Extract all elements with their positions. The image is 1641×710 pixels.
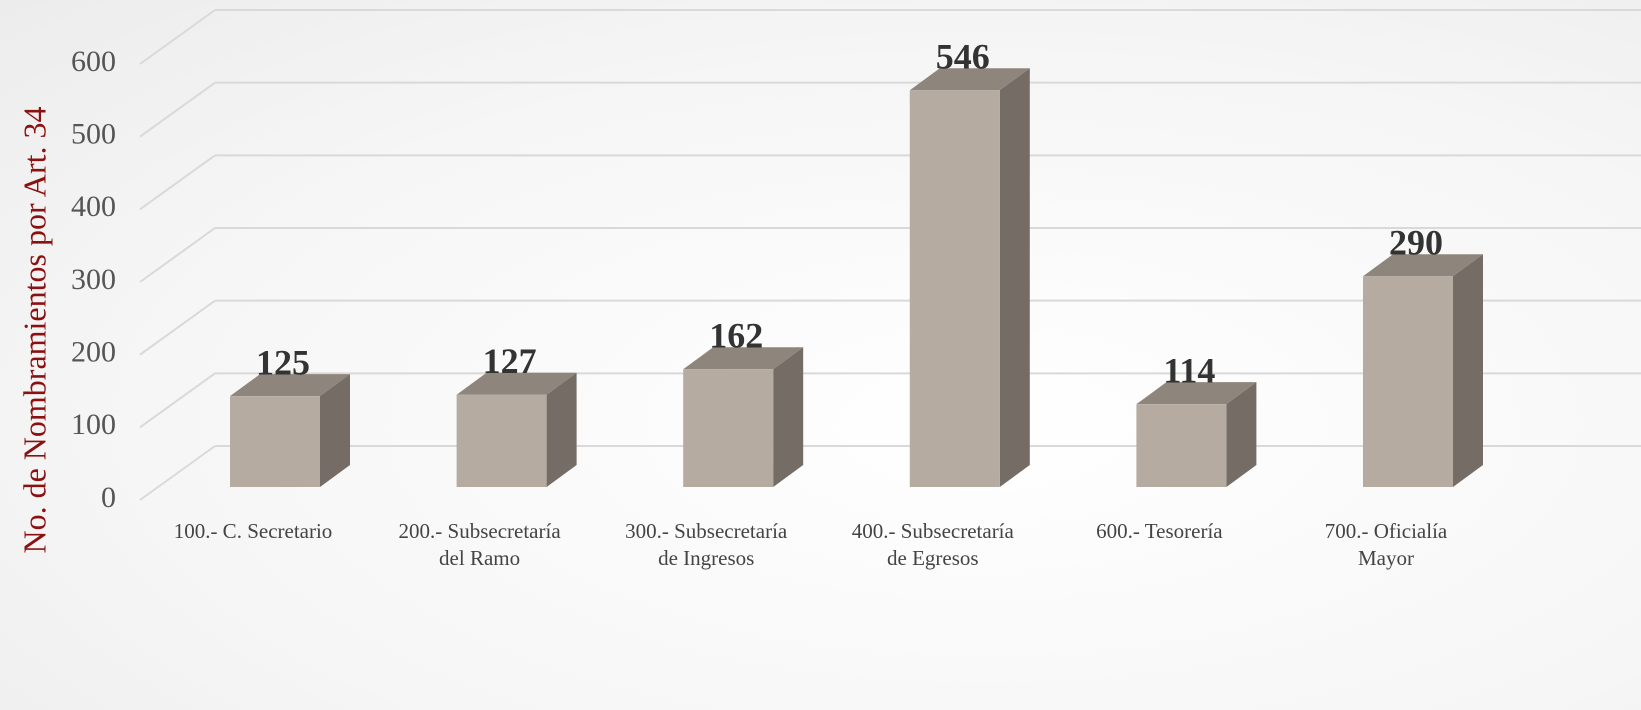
value-label: 114 bbox=[1163, 350, 1215, 390]
bar-top bbox=[683, 347, 804, 370]
bar-side bbox=[1226, 382, 1257, 487]
bar bbox=[909, 90, 1000, 488]
value-label: 290 bbox=[1389, 223, 1443, 263]
bar-side bbox=[320, 374, 350, 487]
y-tick-label: 500 bbox=[71, 118, 116, 151]
bar-top bbox=[1363, 254, 1483, 277]
y-tick-label: 0 bbox=[101, 481, 116, 514]
bar-top bbox=[1136, 382, 1257, 405]
bar-side bbox=[546, 372, 577, 487]
value-label: 125 bbox=[256, 342, 310, 382]
grid-diagonal bbox=[139, 445, 216, 501]
bar bbox=[683, 369, 774, 487]
bar-side bbox=[773, 347, 804, 487]
grid-diagonal bbox=[139, 299, 216, 356]
y-tick-label: 300 bbox=[71, 263, 116, 296]
bar bbox=[456, 394, 547, 487]
grid-diagonal bbox=[139, 227, 216, 283]
y-tick-label: 400 bbox=[71, 190, 116, 223]
y-tick-label: 200 bbox=[71, 336, 116, 369]
bar bbox=[230, 396, 320, 487]
grid-diagonal bbox=[139, 81, 216, 138]
grid-diagonal bbox=[139, 154, 216, 211]
x-tick-label: 100.- C. Secretario bbox=[173, 519, 333, 543]
x-tick-label: 300.- Subsecretaría de Ingresos bbox=[625, 519, 788, 570]
value-label: 162 bbox=[709, 316, 763, 356]
bar-side bbox=[1453, 254, 1483, 487]
value-label: 546 bbox=[936, 37, 990, 77]
grid-diagonal bbox=[139, 9, 216, 65]
y-tick-label: 600 bbox=[71, 45, 116, 78]
grid-diagonal bbox=[139, 372, 216, 429]
x-tick-label: 200.- Subsecretaría del Ramo bbox=[398, 519, 561, 570]
bar-side bbox=[999, 68, 1030, 488]
x-tick-label: 400.- Subsecretaría de Egresos bbox=[851, 519, 1014, 570]
value-label: 127 bbox=[483, 341, 537, 381]
bar-top bbox=[456, 372, 577, 395]
bar-top bbox=[230, 374, 350, 397]
bar-top bbox=[909, 68, 1030, 91]
y-tick-label: 100 bbox=[71, 408, 116, 441]
bar bbox=[1363, 276, 1453, 487]
x-tick-label: 600.- Tesorería bbox=[1096, 519, 1223, 543]
bar bbox=[1136, 404, 1227, 487]
x-tick-label: 700.- Oficialía Mayor bbox=[1324, 519, 1448, 570]
y-axis-label: No. de Nombramientos por Art. 34 bbox=[16, 106, 52, 553]
